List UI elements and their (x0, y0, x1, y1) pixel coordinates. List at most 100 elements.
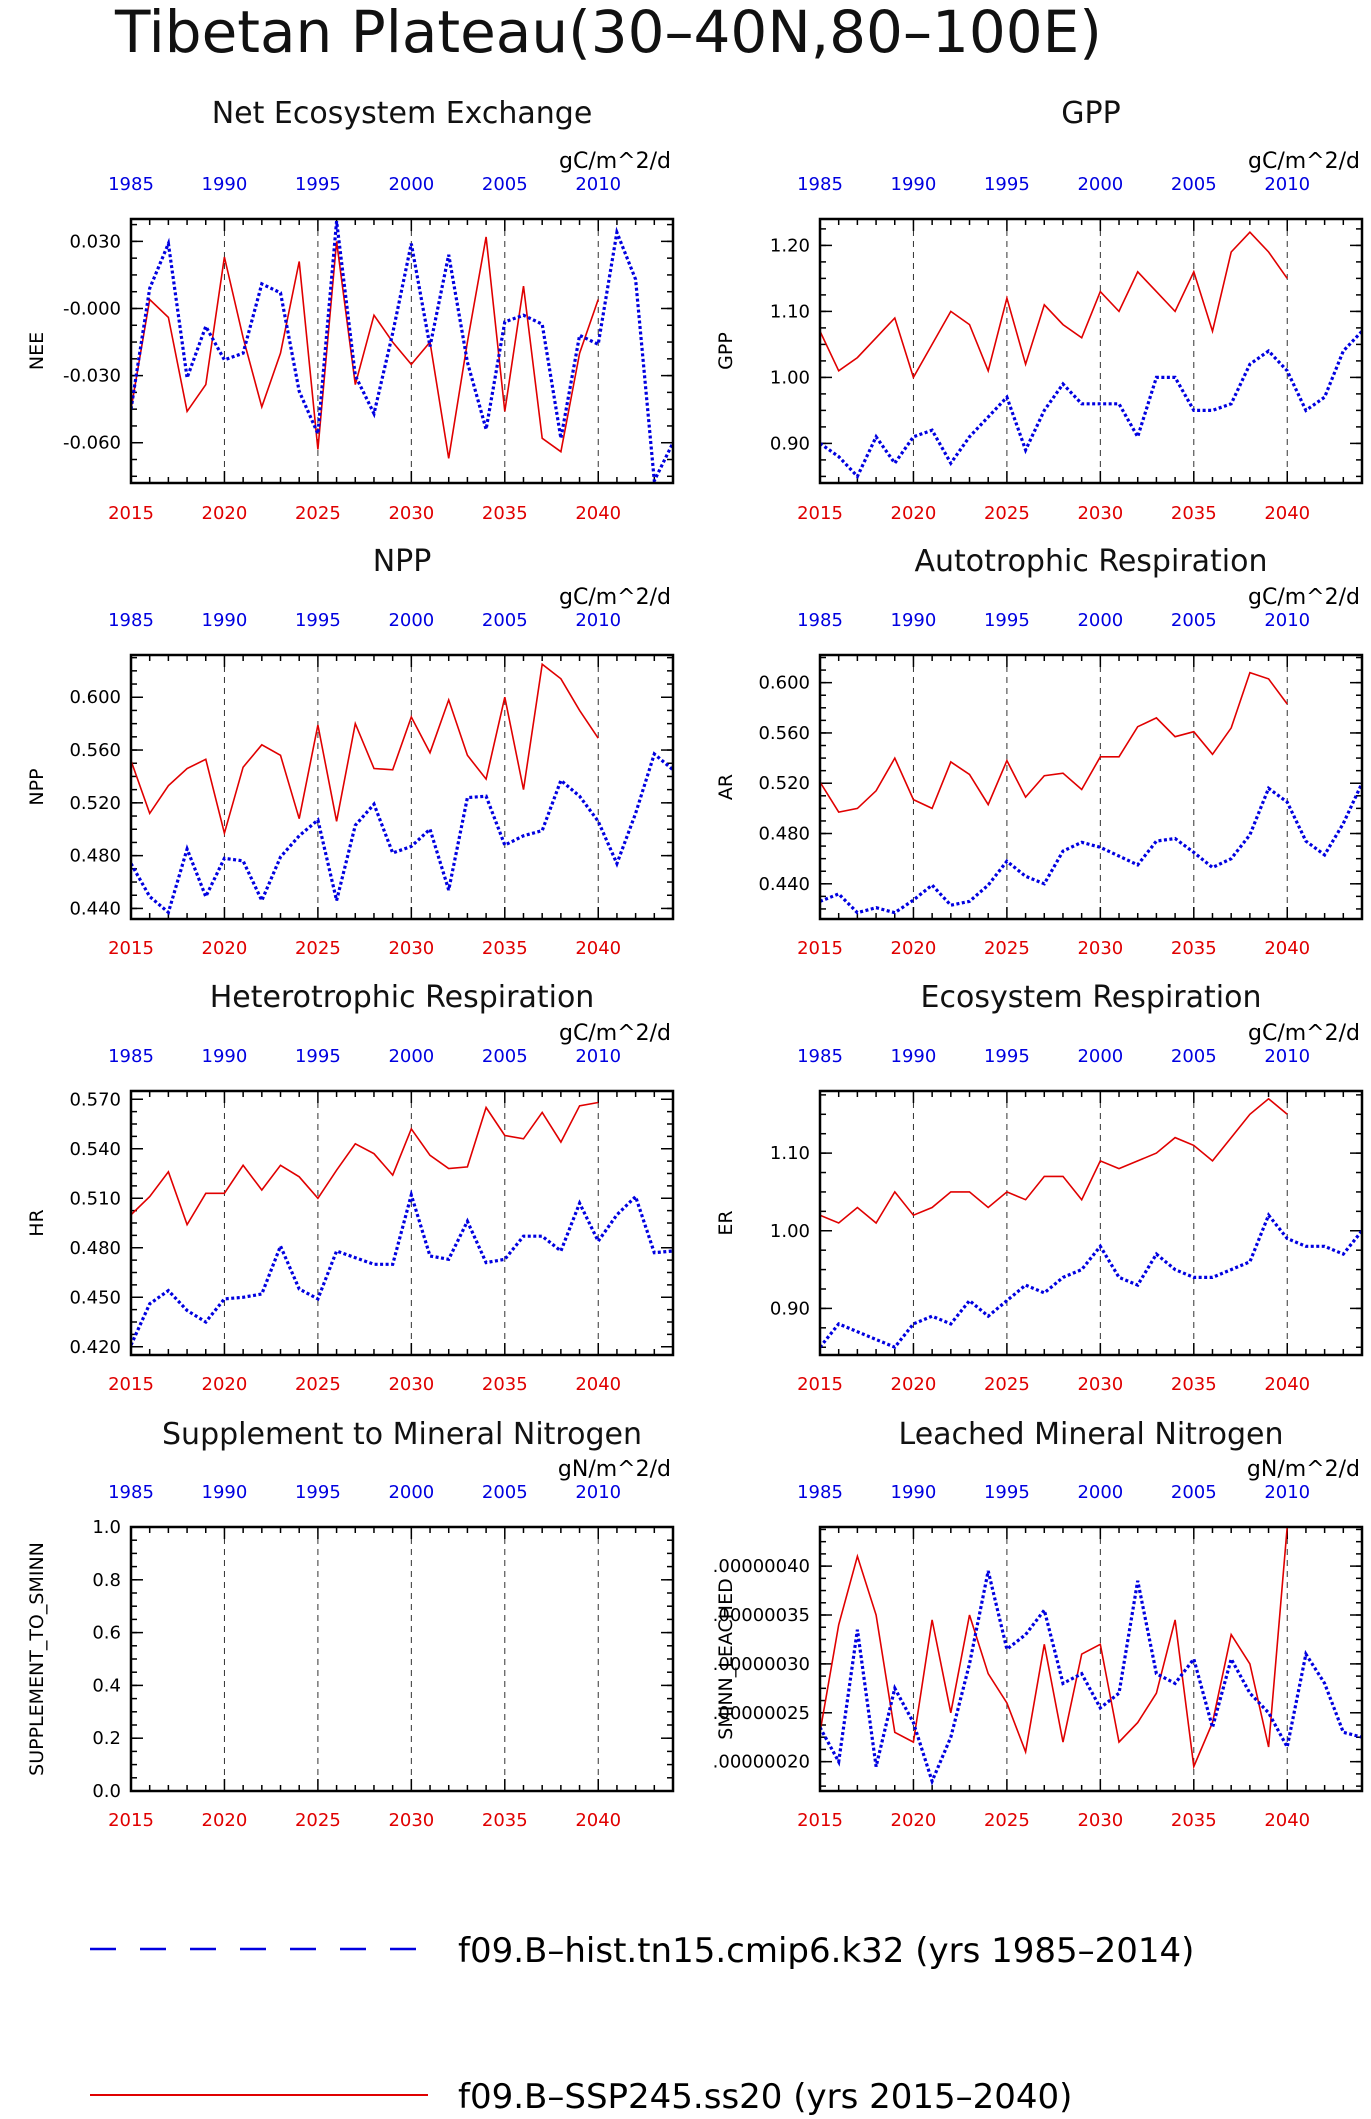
x-tick-label-top: 2000 (388, 1046, 434, 1067)
y-axis-label: NEE (26, 332, 48, 370)
y-tick-label: .00000030 (713, 1654, 810, 1675)
plot-frame (818, 1089, 1364, 1357)
x-tick-label-bottom: 2040 (1264, 1810, 1310, 1831)
y-axis-label: SMINN_LEACHED (715, 1578, 737, 1739)
units-label: gC/m^2/d (559, 585, 671, 610)
x-tick-label-top: 1985 (797, 174, 843, 195)
panels: Net Ecosystem Exchange gC/m^2/d NEE 2015 202… (26, 96, 1364, 1831)
y-tick-label: .00000035 (713, 1605, 810, 1626)
y-tick-label: 0.480 (69, 1238, 121, 1259)
chart-title: Leached Mineral Nitrogen (899, 1417, 1284, 1452)
units-label: gC/m^2/d (559, 149, 671, 174)
x-tick-label-top: 2000 (388, 610, 434, 631)
chart-panel: Heterotrophic Respiration gC/m^2/d HR 2015 2… (26, 980, 675, 1395)
x-tick-label-top: 1985 (797, 1482, 843, 1503)
x-tick-label-bottom: 2015 (797, 503, 843, 524)
x-tick-label-top: 1995 (295, 1482, 341, 1503)
y-tick-label: 0.440 (69, 898, 121, 919)
x-tick-label-top: 2005 (482, 174, 528, 195)
series-line-historical (820, 330, 1362, 480)
plot-frame (818, 653, 1364, 921)
y-tick-label: 0.510 (69, 1188, 121, 1209)
x-tick-label-bottom: 2020 (891, 503, 937, 524)
y-tick-label: 1.10 (770, 1143, 810, 1164)
x-tick-label-top: 2005 (1171, 1482, 1217, 1503)
x-tick-label-top: 2005 (482, 610, 528, 631)
series-line-scenario (820, 1527, 1288, 1770)
legend-label-historical: f09.B–hist.tn15.cmip6.k32 (yrs 1985–2014… (458, 1931, 1194, 1971)
x-tick-label-bottom: 2015 (108, 1374, 154, 1395)
chart-panel: Ecosystem Respiration gC/m^2/d ER 2015 2020 2… (715, 980, 1364, 1395)
y-tick-label: -0.000 (63, 298, 121, 319)
x-tick-label-top: 1995 (984, 610, 1030, 631)
units-label: gN/m^2/d (1247, 1457, 1360, 1482)
y-tick-label: .00000020 (713, 1752, 810, 1773)
x-tick-label-bottom: 2030 (1077, 503, 1123, 524)
x-tick-label-bottom: 2020 (202, 1810, 248, 1831)
y-tick-label: 0.8 (92, 1570, 121, 1591)
x-tick-label-top: 2000 (388, 1482, 434, 1503)
x-tick-label-top: 2010 (575, 1046, 621, 1067)
y-tick-label: 0.030 (69, 231, 121, 252)
x-tick-label-top: 2005 (1171, 610, 1217, 631)
x-tick-label-bottom: 2030 (388, 938, 434, 959)
x-tick-label-bottom: 2025 (295, 1810, 341, 1831)
units-label: gC/m^2/d (559, 1021, 671, 1046)
x-tick-label-bottom: 2015 (797, 1810, 843, 1831)
y-tick-label: 1.0 (92, 1517, 121, 1538)
x-tick-label-bottom: 2015 (797, 1374, 843, 1395)
x-tick-label-top: 2000 (1077, 1482, 1123, 1503)
x-tick-label-top: 1995 (295, 174, 341, 195)
x-tick-label-bottom: 2030 (388, 1810, 434, 1831)
y-tick-label: 0.90 (770, 1298, 810, 1319)
x-tick-label-bottom: 2035 (1171, 1374, 1217, 1395)
x-tick-label-bottom: 2015 (797, 938, 843, 959)
x-tick-label-top: 1985 (797, 610, 843, 631)
x-tick-label-top: 1995 (295, 1046, 341, 1067)
series-line-scenario (820, 231, 1288, 380)
figure-title: Tibetan Plateau(30–40N,80–100E) (114, 0, 1102, 66)
y-tick-label: -0.030 (63, 366, 121, 387)
x-tick-label-bottom: 2030 (388, 503, 434, 524)
x-tick-label-bottom: 2025 (984, 503, 1030, 524)
x-tick-label-bottom: 2025 (295, 938, 341, 959)
x-tick-label-top: 1985 (108, 1046, 154, 1067)
legend: f09.B–hist.tn15.cmip6.k32 (yrs 1985–2014… (90, 1931, 1194, 2117)
x-tick-label-bottom: 2040 (575, 503, 621, 524)
x-tick-label-bottom: 2035 (1171, 1810, 1217, 1831)
x-tick-label-top: 2010 (575, 610, 621, 631)
x-tick-label-top: 2010 (1264, 1482, 1310, 1503)
x-tick-label-top: 2000 (388, 174, 434, 195)
x-tick-label-top: 2005 (1171, 1046, 1217, 1067)
y-tick-label: 0.520 (758, 773, 810, 794)
chart-panel: Autotrophic Respiration gC/m^2/d AR 2015 202… (715, 544, 1364, 959)
plot-frame (818, 217, 1364, 485)
y-tick-label: 0.2 (92, 1728, 121, 1749)
y-tick-label: 0.0 (92, 1781, 121, 1802)
series-line-scenario (131, 236, 599, 459)
y-tick-label: 0.480 (69, 846, 121, 867)
series-line-historical (131, 221, 673, 483)
y-tick-label: 0.450 (69, 1287, 121, 1308)
x-tick-label-top: 1995 (984, 1046, 1030, 1067)
y-axis-label: ER (715, 1210, 737, 1235)
x-tick-label-bottom: 2020 (202, 503, 248, 524)
plot-frame (129, 1089, 675, 1357)
x-tick-label-bottom: 2025 (295, 1374, 341, 1395)
x-tick-label-bottom: 2015 (108, 1810, 154, 1831)
chart-panel: Supplement to Mineral Nitrogen gN/m^2/d SU… (26, 1417, 675, 1831)
series-line-scenario (820, 671, 1288, 813)
series-line-scenario (131, 1101, 599, 1227)
series-line-historical (131, 1189, 673, 1346)
y-tick-label: 0.600 (69, 687, 121, 708)
y-tick-label: 0.6 (92, 1623, 121, 1644)
x-tick-label-bottom: 2020 (202, 1374, 248, 1395)
y-tick-label: 0.520 (69, 793, 121, 814)
x-tick-label-top: 1990 (202, 1482, 248, 1503)
x-tick-label-bottom: 2035 (482, 1374, 528, 1395)
chart-title: GPP (1061, 96, 1120, 131)
units-label: gC/m^2/d (1248, 585, 1360, 610)
x-tick-label-bottom: 2020 (891, 1374, 937, 1395)
x-tick-label-bottom: 2025 (295, 503, 341, 524)
